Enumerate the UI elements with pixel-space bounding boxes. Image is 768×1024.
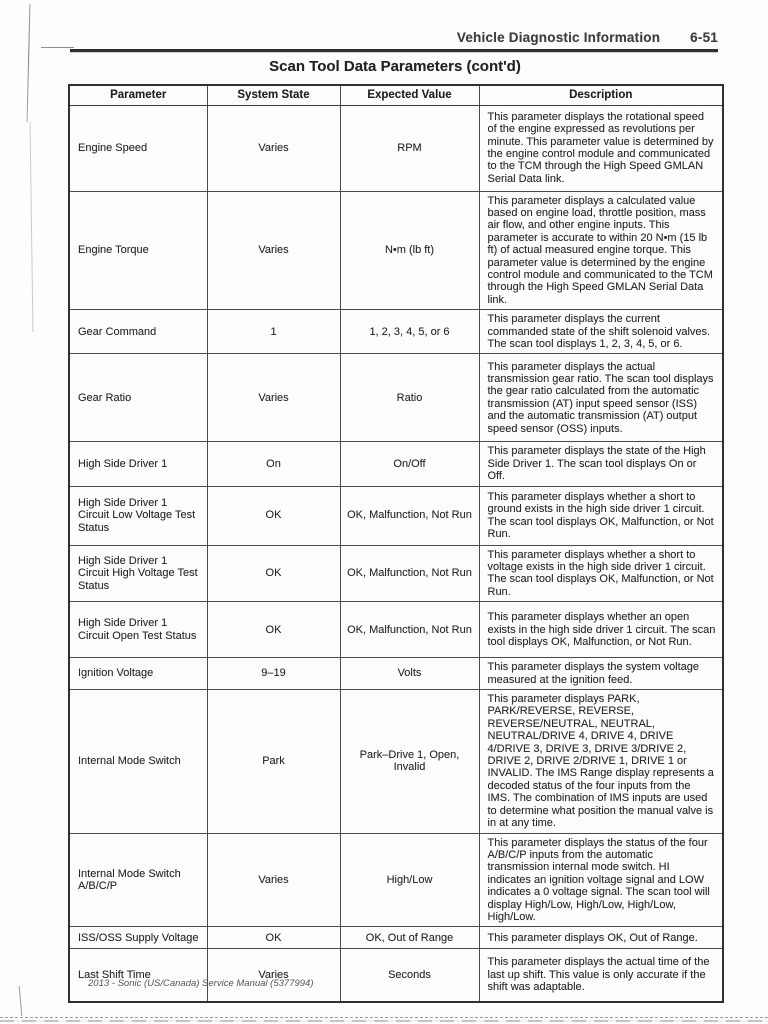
scan-artifact-tick-mark [41, 47, 74, 48]
scan-artifact-vertical-line-mid [29, 122, 34, 332]
expected-value-cell: Ratio [339, 353, 480, 443]
table-row: Ignition Voltage 9–19 Volts This parameter … [68, 657, 724, 691]
description-cell: This parameter displays the status of th… [478, 832, 724, 928]
table-row: High Side Driver 1 Circuit High Voltage … [68, 544, 724, 603]
description-cell: This parameter displays the system volta… [478, 657, 724, 691]
parameter-cell: High Side Driver 1 Circuit Low Voltage T… [68, 485, 208, 546]
header-rule [70, 49, 718, 52]
parameter-cell: Engine Speed [68, 104, 208, 192]
parameter-cell: High Side Driver 1 Circuit High Voltage … [68, 544, 208, 603]
expected-value-cell: Park–Drive 1, Open, Invalid [339, 689, 480, 834]
expected-value-cell: N•m (lb ft) [339, 190, 480, 311]
system-state-cell: Park [206, 689, 341, 834]
parameter-cell: Ignition Voltage [68, 657, 208, 691]
system-state-cell: Varies [206, 190, 341, 311]
column-header-expected-value: Expected Value [339, 84, 480, 106]
scan-artifact-dashed-line [0, 1017, 768, 1018]
parameter-cell: High Side Driver 1 [68, 441, 208, 487]
expected-value-cell: 1, 2, 3, 4, 5, or 6 [339, 309, 480, 355]
system-state-cell: OK [206, 926, 341, 950]
section-title: Vehicle Diagnostic Information [456, 30, 661, 45]
system-state-cell: Varies [206, 832, 341, 928]
table-header-row: Parameter System State Expected Value De… [68, 84, 724, 106]
system-state-cell: Varies [206, 353, 341, 443]
parameter-cell: Internal Mode Switch [68, 689, 208, 834]
parameter-cell: Last Shift Time [68, 948, 208, 1003]
parameter-cell: Engine Torque [68, 190, 208, 311]
system-state-cell: 9–19 [206, 657, 341, 691]
table-row: Internal Mode Switch Park Park–Drive 1, Op… [68, 689, 724, 834]
expected-value-cell: High/Low [339, 832, 480, 928]
column-header-system-state: System State [206, 84, 341, 106]
expected-value-cell: OK, Malfunction, Not Run [339, 485, 480, 546]
expected-value-cell: OK, Malfunction, Not Run [339, 544, 480, 603]
table-row: Internal Mode Switch A/B/C/P Varies High/L… [68, 832, 724, 928]
table-title: Scan Tool Data Parameters (cont'd) [269, 58, 521, 75]
system-state-cell: On [206, 441, 341, 487]
page-number: 6-51 [690, 30, 718, 45]
scan-tool-data-table: Parameter System State Expected Value De… [68, 84, 724, 1003]
system-state-cell: OK [206, 544, 341, 603]
scan-artifact-vertical-line-top [26, 4, 31, 122]
description-cell: This parameter displays whether a short … [478, 485, 724, 546]
description-cell: This parameter displays the rotational s… [478, 104, 724, 192]
column-header-description: Description [478, 84, 724, 106]
parameter-cell: ISS/OSS Supply Voltage [68, 926, 208, 950]
description-cell: This parameter displays whether a short … [478, 544, 724, 603]
table-row: Engine Speed Varies RPM This parameter disp… [68, 104, 724, 192]
description-cell: This parameter displays the actual trans… [478, 353, 724, 443]
scan-artifact-vertical-line-bottom [18, 986, 23, 1016]
description-cell: This parameter displays the state of the… [478, 441, 724, 487]
page-header: Vehicle Diagnostic Information 6-51 [70, 30, 718, 45]
table-row: Engine Torque Varies N•m (lb ft) This param… [68, 190, 724, 311]
expected-value-cell: On/Off [339, 441, 480, 487]
scan-artifact-dashed-line-2 [0, 1020, 768, 1022]
expected-value-cell: OK, Malfunction, Not Run [339, 601, 480, 659]
parameter-cell: Internal Mode Switch A/B/C/P [68, 832, 208, 928]
system-state-cell: 1 [206, 309, 341, 355]
table-body: Engine Speed Varies RPM This parameter disp… [68, 104, 724, 1003]
description-cell: This parameter displays a calculated val… [478, 190, 724, 311]
description-cell: This parameter displays the actual time … [478, 948, 724, 1003]
parameter-cell: High Side Driver 1 Circuit Open Test Sta… [68, 601, 208, 659]
parameter-cell: Gear Command [68, 309, 208, 355]
system-state-cell: Varies [206, 104, 341, 192]
table-row: Gear Command 1 1, 2, 3, 4, 5, or 6 This par… [68, 309, 724, 355]
table-row: High Side Driver 1 Circuit Open Test Sta… [68, 601, 724, 659]
footer-text: 2013 - Sonic (US/Canada) Service Manual … [88, 978, 314, 989]
table-row: Last Shift Time Varies Seconds This paramet… [68, 948, 724, 1003]
description-cell: This parameter displays PARK, PARK/REVER… [478, 689, 724, 834]
table-row: ISS/OSS Supply Voltage OK OK, Out of Range… [68, 926, 724, 950]
expected-value-cell: OK, Out of Range [339, 926, 480, 950]
system-state-cell: OK [206, 601, 341, 659]
description-cell: This parameter displays whether an open … [478, 601, 724, 659]
parameter-cell: Gear Ratio [68, 353, 208, 443]
system-state-cell: OK [206, 485, 341, 546]
table-row: High Side Driver 1 Circuit Low Voltage T… [68, 485, 724, 546]
description-cell: This parameter displays OK, Out of Range… [478, 926, 724, 950]
expected-value-cell: Volts [339, 657, 480, 691]
table-row: Gear Ratio Varies Ratio This parameter disp… [68, 353, 724, 443]
expected-value-cell: RPM [339, 104, 480, 192]
description-cell: This parameter displays the current comm… [478, 309, 724, 355]
expected-value-cell: Seconds [339, 948, 480, 1003]
column-header-parameter: Parameter [68, 84, 208, 106]
system-state-cell: Varies [206, 948, 341, 1003]
table-row: High Side Driver 1 On On/Off This parameter… [68, 441, 724, 487]
